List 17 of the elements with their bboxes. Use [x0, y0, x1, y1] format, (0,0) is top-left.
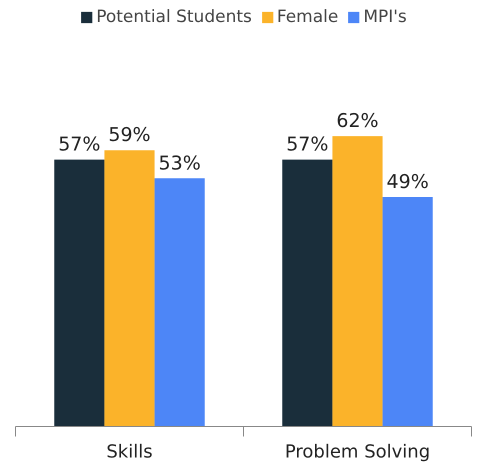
data-label: 53%	[158, 152, 201, 174]
data-label: 59%	[108, 124, 151, 146]
bar	[282, 160, 332, 426]
bar	[104, 150, 155, 426]
data-label: 57%	[286, 134, 328, 156]
data-label: 49%	[386, 171, 429, 194]
legend-label: MPI's	[363, 7, 407, 27]
data-label: 57%	[58, 134, 100, 156]
bar	[382, 197, 433, 426]
x-tick-label: Skills	[106, 442, 153, 462]
x-tick-label: Problem Solving	[284, 442, 430, 462]
bar	[154, 178, 205, 426]
data-label: 62%	[336, 110, 379, 132]
bar	[332, 136, 383, 426]
legend-label: Potential Students	[96, 7, 252, 27]
legend-label: Female	[276, 7, 338, 27]
bar	[54, 160, 104, 426]
